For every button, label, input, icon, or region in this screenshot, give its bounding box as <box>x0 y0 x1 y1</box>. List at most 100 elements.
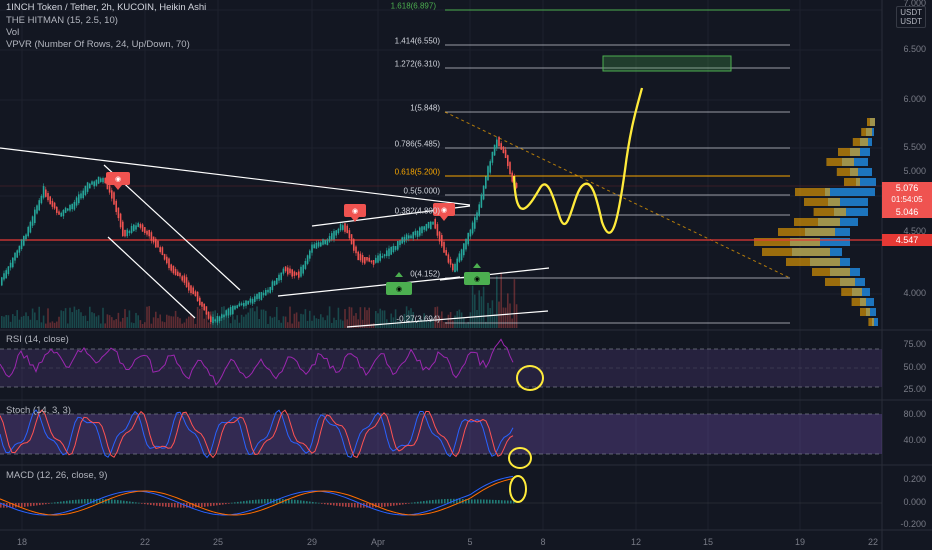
volume-bar <box>73 306 76 328</box>
indicator-vol[interactable]: Vol <box>6 27 20 38</box>
macd-hist-bar <box>372 503 374 508</box>
volume-bar <box>146 306 148 328</box>
candle-body <box>199 297 201 306</box>
candle-body <box>399 240 401 246</box>
price-tick: 4.500 <box>903 226 926 236</box>
candle-body <box>64 207 67 213</box>
volume-bar <box>141 323 144 328</box>
volume-bar <box>414 321 417 328</box>
time-tick: 8 <box>540 537 546 547</box>
fib-label: 0.382(4.800) <box>394 206 440 216</box>
volume-bar <box>139 320 142 328</box>
volume-bar <box>474 294 476 328</box>
time-tick: 18 <box>16 537 28 547</box>
volume-bar <box>5 315 7 328</box>
candle-body <box>150 232 153 241</box>
volume-bar <box>302 314 304 328</box>
volume-bar <box>258 318 260 328</box>
volume-bar <box>408 310 410 328</box>
fib-retracement[interactable] <box>444 9 791 324</box>
macd-hist-bar <box>351 503 353 508</box>
candle-body <box>251 298 254 304</box>
macd-hist-bar <box>201 503 203 508</box>
macd-hist-bar <box>99 498 101 504</box>
candle-body <box>89 183 91 189</box>
macd-hist-bar <box>240 501 242 504</box>
stoch-circle-annotation[interactable] <box>508 447 532 469</box>
volume-bar <box>144 322 146 328</box>
vpvr-down-bar <box>762 248 830 256</box>
volume-bar <box>40 322 43 328</box>
volume-bar <box>282 316 285 328</box>
macd-hist-bar <box>435 499 437 504</box>
candle-body <box>1 277 3 286</box>
price-tick: 4.000 <box>903 288 926 298</box>
candle-body <box>210 316 212 323</box>
vpvr-down-bar <box>838 148 860 156</box>
macd-hist-bar <box>498 500 500 504</box>
trend-lines[interactable] <box>0 147 550 328</box>
symbol-title[interactable]: 1INCH Token / Tether, 2h, KUCOIN, Heikin… <box>6 2 207 13</box>
volume-bar <box>324 320 326 328</box>
volume-bar <box>111 317 113 328</box>
indicator-vpvr[interactable]: VPVR (Number Of Rows, 24, Up/Down, 70) <box>6 39 190 50</box>
candle-body <box>498 136 500 147</box>
vpvr-down-bar <box>860 308 870 316</box>
volume-bar <box>225 313 227 328</box>
rsi-label[interactable]: RSI (14, close) <box>6 334 69 345</box>
candle-body <box>146 230 148 235</box>
candle-body <box>249 298 252 303</box>
macd-hist-bar <box>30 503 32 507</box>
macd-hist-bar <box>315 502 317 504</box>
macd-hist-bar <box>105 499 107 504</box>
macd-hist-bar <box>126 501 128 504</box>
candle-body <box>348 230 351 239</box>
volume-bar <box>168 315 170 328</box>
volume-bar <box>62 311 65 328</box>
volume-bar <box>276 306 278 328</box>
candle-body <box>16 250 18 258</box>
candle-body <box>188 282 190 291</box>
stoch-label[interactable]: Stoch (14, 3, 3) <box>6 405 71 416</box>
currency-unit[interactable]: USDT USDT <box>896 6 926 28</box>
candle-body <box>476 212 478 220</box>
candle-body <box>190 285 192 294</box>
vpvr-down-bar <box>844 178 860 186</box>
candle-body <box>119 213 122 228</box>
macd-hist-bar <box>150 503 152 505</box>
time-tick: 22 <box>867 537 879 547</box>
macd-hist-bar <box>177 503 179 508</box>
target-zone-box[interactable] <box>602 55 732 72</box>
indicator-hitman[interactable]: THE HITMAN (15, 2.5, 10) <box>6 15 118 26</box>
volume-bar <box>361 319 364 328</box>
macd-hist-bar <box>48 503 50 504</box>
vpvr-down-bar <box>795 188 830 196</box>
rsi-circle-annotation[interactable] <box>516 365 544 391</box>
candle-body <box>502 146 505 154</box>
macd-hist-bar <box>504 500 506 504</box>
fib-label: 1.618(6.897) <box>390 1 436 11</box>
macd-hist-bar <box>81 499 83 504</box>
macd-label[interactable]: MACD (12, 26, close, 9) <box>6 470 108 481</box>
candle-body <box>159 247 161 253</box>
candle-body <box>137 223 139 227</box>
volume-bar <box>23 315 25 328</box>
macd-circle-annotation[interactable] <box>509 475 527 503</box>
price-projection-drawing[interactable] <box>512 87 644 234</box>
volume-bar <box>366 310 368 328</box>
volume-bar <box>104 323 106 328</box>
macd-hist-bar <box>354 503 356 508</box>
macd-hist-bar <box>231 502 233 504</box>
candle-body <box>359 253 362 261</box>
current-price-badge: 5.076 <box>882 182 932 194</box>
volume-bar <box>179 318 181 328</box>
macd-hist-bar <box>447 498 449 504</box>
macd-hist-bar <box>90 498 92 504</box>
volume-bar <box>42 315 45 328</box>
macd-hist-bar <box>375 503 377 508</box>
candle-body <box>166 256 168 264</box>
candle-body <box>104 177 106 184</box>
volume-bar <box>377 313 379 328</box>
